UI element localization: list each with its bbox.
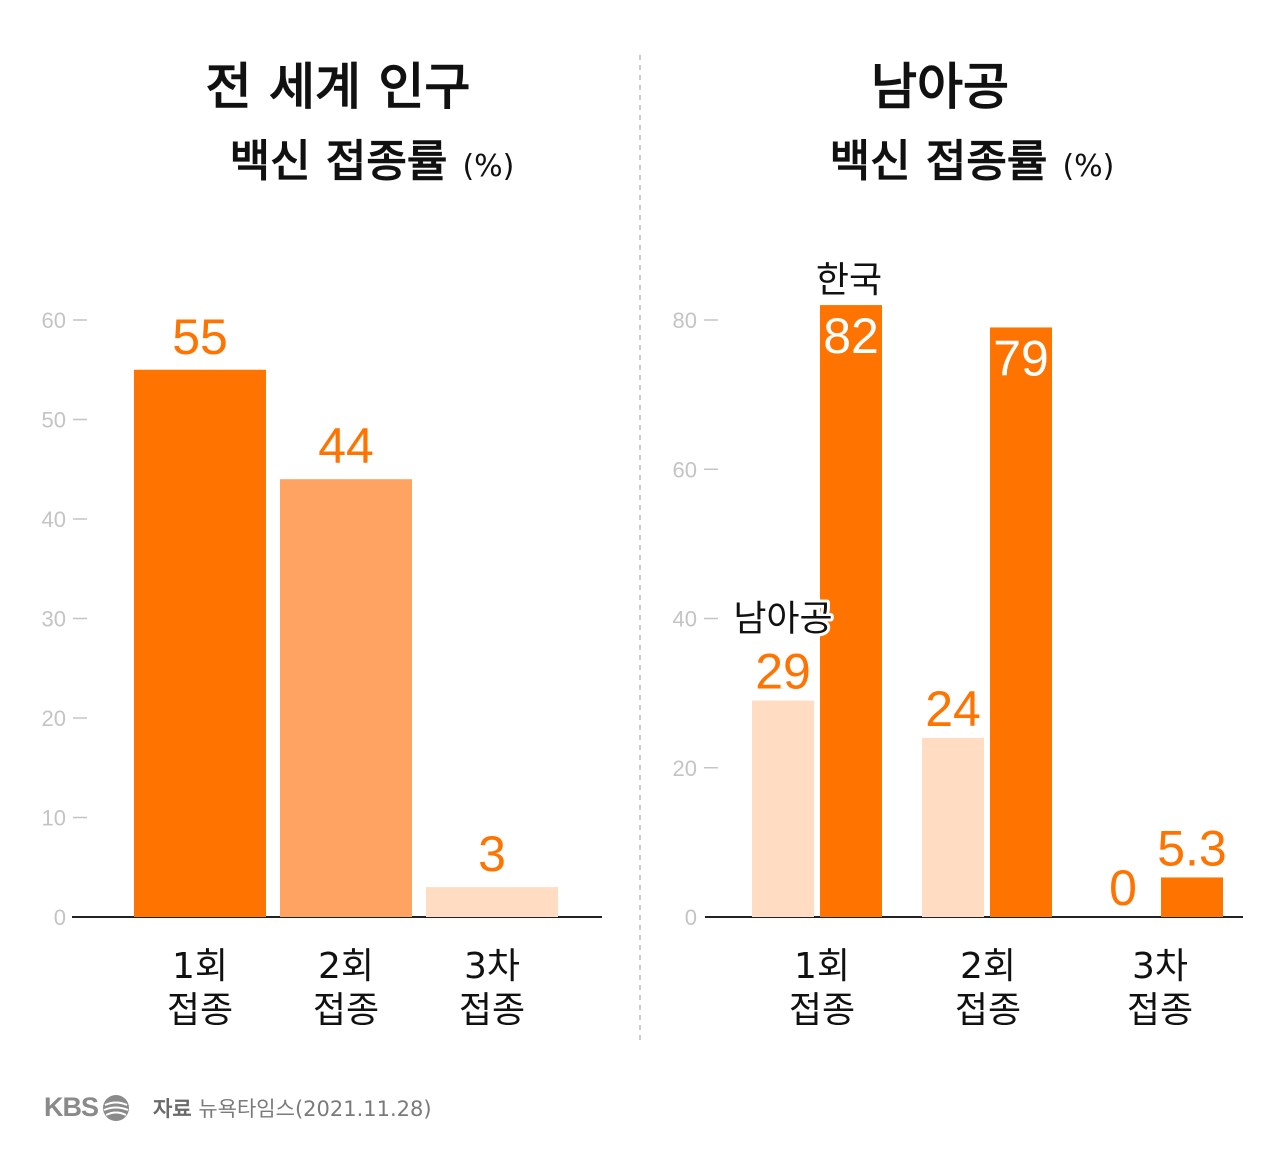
kbs-globe-icon xyxy=(103,1094,130,1121)
series-label-southafrica: 남아공 xyxy=(733,599,832,640)
data-label: 55 xyxy=(172,309,228,365)
x-category-label: 1회 xyxy=(172,946,228,987)
bar xyxy=(922,737,984,917)
data-label: 44 xyxy=(318,418,374,474)
bar xyxy=(134,369,266,917)
y-tick-label: 10 xyxy=(42,806,66,831)
y-tick-label: 0 xyxy=(54,905,66,930)
x-category-label: 2회 xyxy=(318,946,374,987)
source-note: 자료 뉴욕타임스(2021.11.28) xyxy=(153,1093,432,1123)
y-tick-label: 20 xyxy=(42,706,66,731)
data-label: 3 xyxy=(478,826,506,882)
right-title-line2-group: 백신 접종률 (%) xyxy=(830,136,1115,187)
source-text: 뉴욕타임스(2021.11.28) xyxy=(198,1096,432,1121)
y-tick-label: 40 xyxy=(673,607,697,632)
y-tick-label: 20 xyxy=(673,756,697,781)
bar xyxy=(280,479,412,917)
right-title-line1: 남아공 xyxy=(871,58,1009,116)
x-category-label: 3차 xyxy=(464,946,520,987)
data-label: 82 xyxy=(823,308,879,364)
data-label: 5.3 xyxy=(1157,820,1227,876)
x-category-label: 접종 xyxy=(459,990,525,1031)
left-title-line2-group: 백신 접종률 (%) xyxy=(230,136,515,187)
y-tick-label: 40 xyxy=(42,507,66,532)
left-title-line2: 백신 접종률 xyxy=(230,136,448,187)
left-title-line1: 전 세계 인구 xyxy=(206,58,471,116)
bar xyxy=(752,700,814,917)
data-label: 0 xyxy=(1109,860,1137,916)
left-title-unit: (%) xyxy=(462,149,514,184)
kbs-logo: KBS xyxy=(44,1092,131,1123)
x-category-label: 접종 xyxy=(789,990,855,1031)
y-tick-label: 30 xyxy=(42,607,66,632)
x-category-label: 3차 xyxy=(1132,946,1188,987)
data-label: 79 xyxy=(993,330,1049,386)
y-tick-label: 50 xyxy=(42,408,66,433)
bar xyxy=(820,305,882,917)
footer: KBS 자료 뉴욕타임스(2021.11.28) xyxy=(44,1092,432,1123)
x-category-label: 접종 xyxy=(313,990,379,1031)
x-category-label: 1회 xyxy=(794,946,850,987)
x-category-label: 접종 xyxy=(955,990,1021,1031)
bar xyxy=(426,887,558,917)
right-title-line2: 백신 접종률 xyxy=(830,136,1048,187)
right-title-unit: (%) xyxy=(1062,149,1114,184)
kbs-logo-text: KBS xyxy=(44,1092,99,1122)
bar xyxy=(1161,877,1223,917)
y-tick-label: 80 xyxy=(673,308,697,333)
x-category-label: 접종 xyxy=(167,990,233,1031)
series-label-korea: 한국 xyxy=(816,260,882,301)
y-tick-label: 60 xyxy=(42,308,66,333)
y-tick-label: 60 xyxy=(673,457,697,482)
bar xyxy=(990,327,1052,917)
x-category-label: 2회 xyxy=(960,946,1016,987)
source-label: 자료 xyxy=(153,1096,192,1121)
data-label: 24 xyxy=(925,681,981,737)
x-category-label: 접종 xyxy=(1127,990,1193,1031)
y-tick-label: 0 xyxy=(685,905,697,930)
data-label: 29 xyxy=(755,644,811,700)
